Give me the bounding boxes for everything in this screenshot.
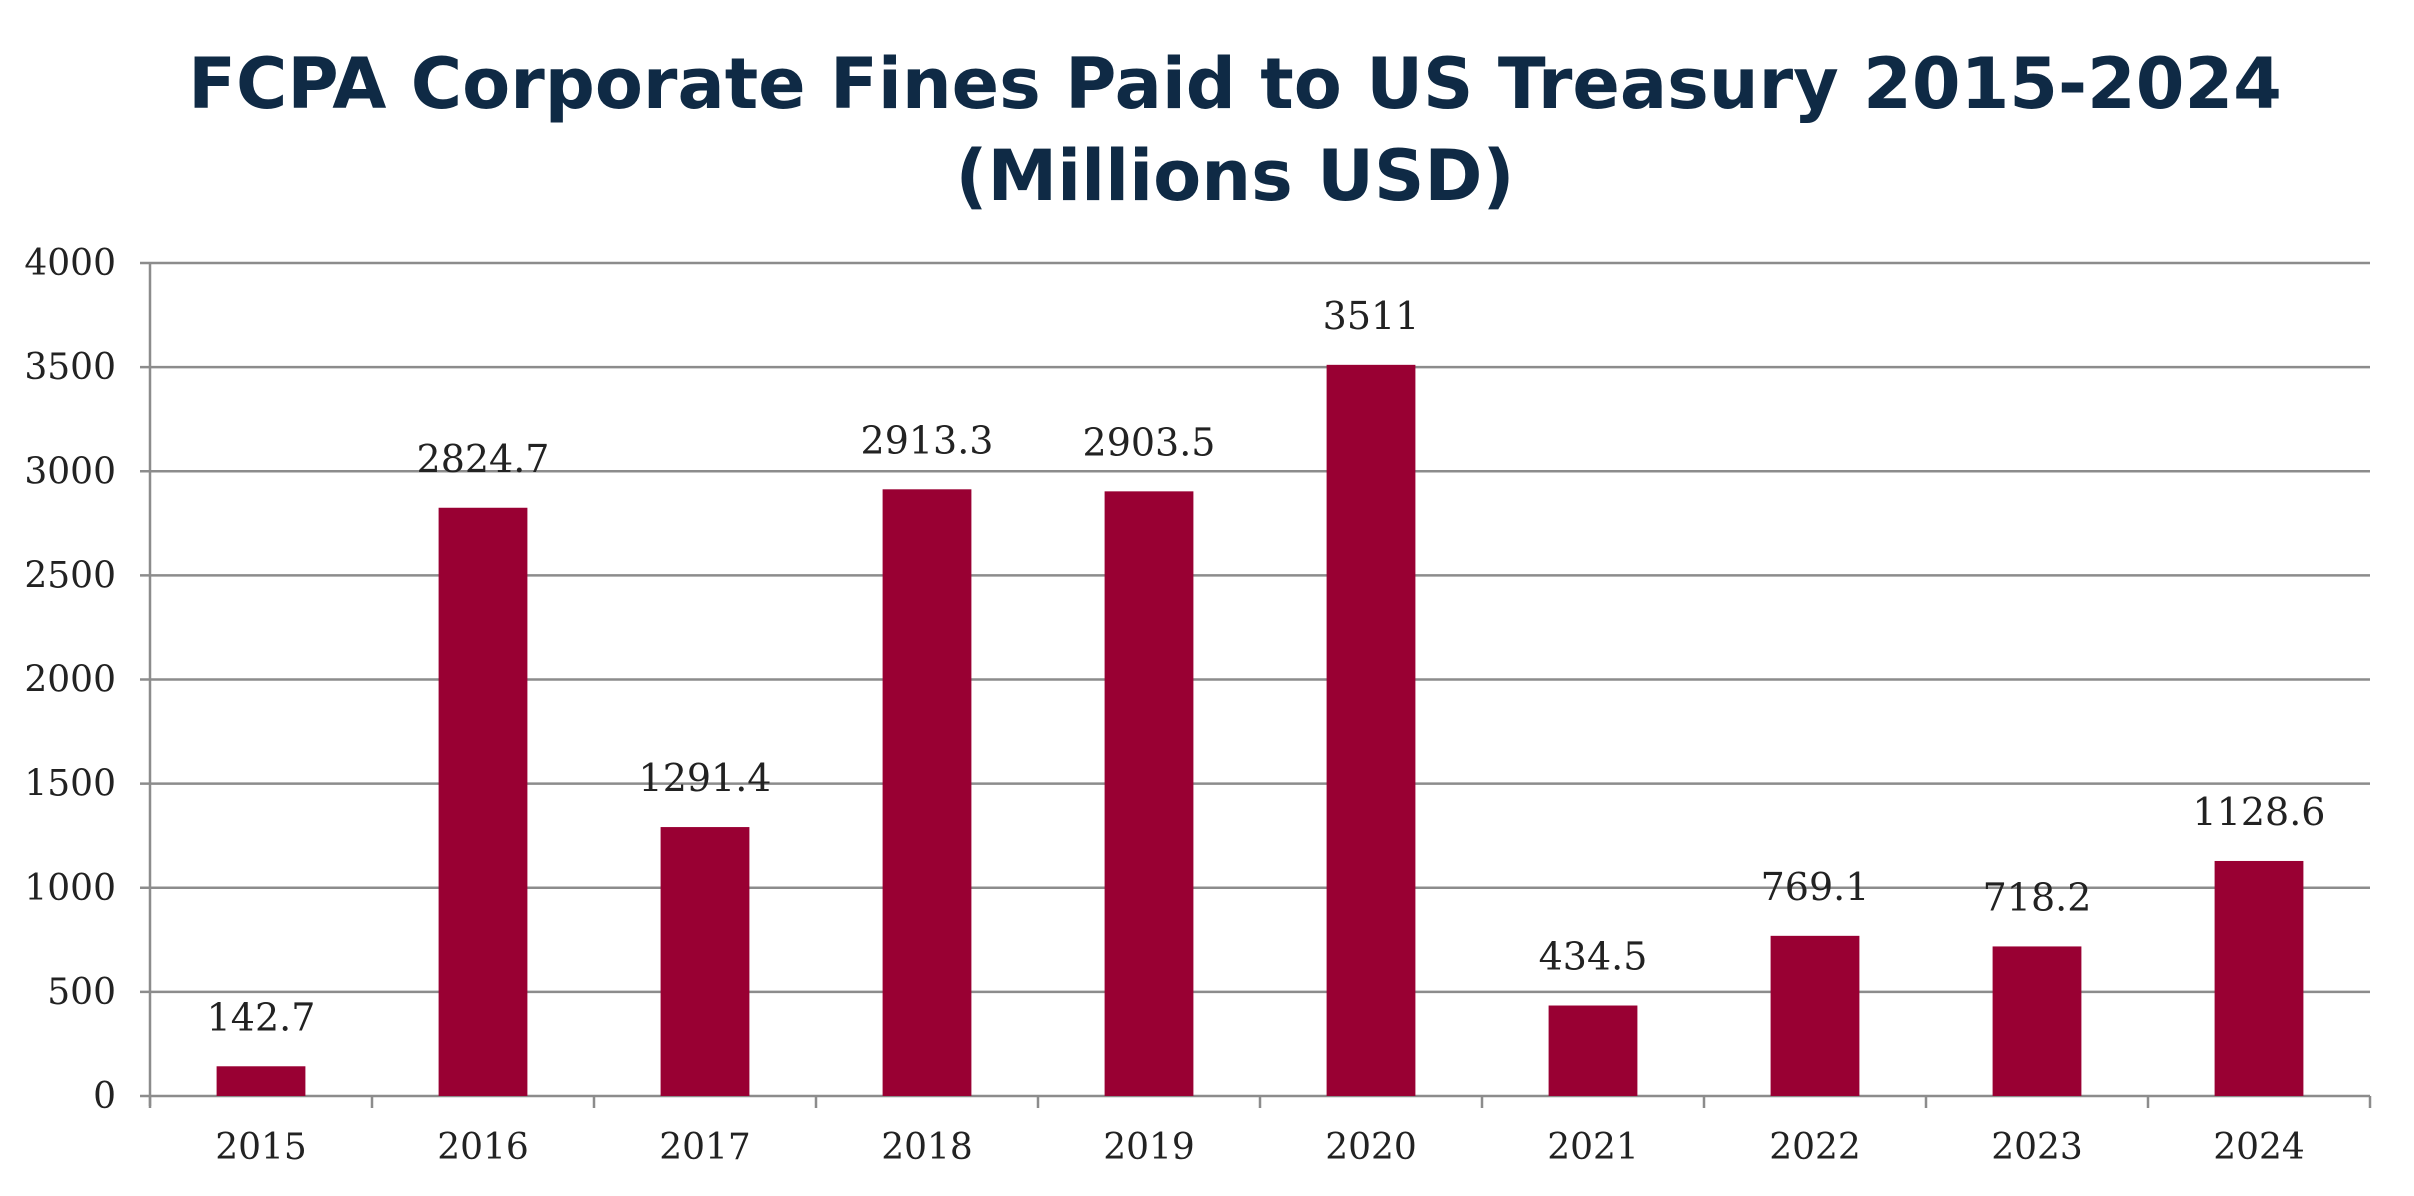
bar-2016 (438, 507, 528, 1096)
bar-2022 (1770, 935, 1860, 1096)
data-label-2015: 142.7 (207, 995, 316, 1039)
y-tick-label: 1000 (24, 868, 116, 909)
bar-2020 (1326, 364, 1416, 1097)
y-tick-label: 2500 (24, 555, 116, 596)
chart-subtitle: (Millions USD) (955, 135, 1515, 217)
data-label-2023: 718.2 (1983, 875, 2092, 919)
y-tick-label: 4000 (24, 243, 116, 284)
data-label-2019: 2903.5 (1083, 420, 1216, 464)
x-tick-label-2023: 2023 (1991, 1127, 2083, 1168)
y-tick-label: 3000 (24, 451, 116, 492)
bar-2017 (660, 827, 750, 1096)
data-label-2022: 769.1 (1761, 865, 1870, 909)
y-tick-label: 0 (93, 1076, 116, 1117)
data-label-2021: 434.5 (1539, 935, 1648, 979)
x-tick-label-2017: 2017 (659, 1127, 751, 1168)
data-label-2018: 2913.3 (861, 418, 994, 462)
x-tick-label-2024: 2024 (2213, 1127, 2305, 1168)
bar-2019 (1104, 491, 1194, 1096)
y-tick-label: 3500 (24, 347, 116, 388)
y-tick-label: 500 (47, 972, 116, 1013)
data-label-2017: 1291.4 (639, 756, 772, 800)
bar-2018 (882, 489, 972, 1096)
x-tick-label-2020: 2020 (1325, 1127, 1417, 1168)
chart-title-line1: FCPA Corporate Fines Paid to US Treasury… (188, 43, 2282, 125)
data-label-2016: 2824.7 (417, 437, 550, 481)
chart-title: FCPA Corporate Fines Paid to US Treasury… (0, 38, 2414, 222)
bar-2024 (2214, 860, 2304, 1096)
data-label-2020: 3511 (1323, 294, 1420, 338)
x-tick-label-2018: 2018 (881, 1127, 973, 1168)
x-tick-label-2016: 2016 (437, 1127, 529, 1168)
bar-2021 (1548, 1005, 1638, 1096)
bar-2023 (1992, 946, 2082, 1096)
y-tick-label: 2000 (24, 660, 116, 701)
data-label-2024: 1128.6 (2193, 790, 2326, 834)
x-tick-label-2019: 2019 (1103, 1127, 1195, 1168)
x-tick-label-2015: 2015 (215, 1127, 307, 1168)
bar-2015 (216, 1066, 306, 1096)
y-tick-label: 1500 (24, 764, 116, 805)
x-tick-label-2022: 2022 (1769, 1127, 1861, 1168)
x-tick-label-2021: 2021 (1547, 1127, 1639, 1168)
